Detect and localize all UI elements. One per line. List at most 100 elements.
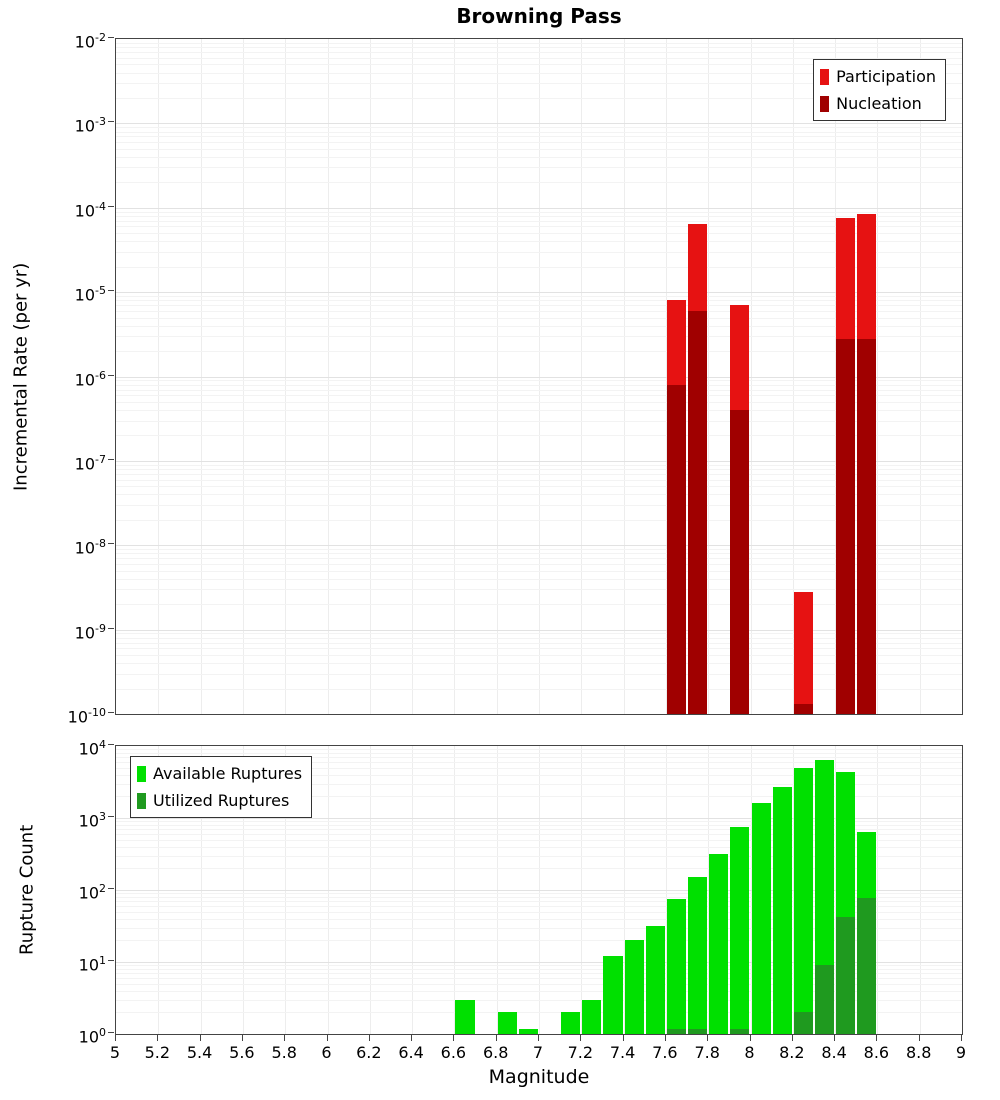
rate-y-axis-label: Incremental Rate (per yr) [10, 262, 32, 491]
gridline [116, 774, 962, 776]
gridline [116, 127, 962, 129]
y-tick-label: 102 [78, 882, 106, 903]
bar-utilized-ruptures [666, 1029, 687, 1034]
gridline [116, 767, 962, 769]
x-axis-label: Magnitude [488, 1066, 590, 1088]
gridline [116, 317, 962, 319]
gridline [116, 663, 962, 665]
bar-available-ruptures [709, 853, 729, 1034]
x-tick-mark [834, 1035, 836, 1041]
gridline [116, 749, 962, 751]
gridline [116, 829, 962, 831]
gridline [116, 142, 962, 144]
gridline [116, 305, 962, 307]
gridline [116, 796, 962, 798]
x-tick-label: 8 [744, 1043, 755, 1062]
y-tick-label: 104 [78, 738, 106, 759]
gridline [116, 890, 962, 891]
gridline [116, 977, 962, 979]
x-tick-mark [241, 1035, 243, 1041]
gridline [116, 629, 962, 631]
y-tick-mark [108, 960, 114, 961]
gridline [116, 905, 962, 907]
x-tick-mark [707, 1035, 709, 1041]
gridline [116, 233, 962, 235]
gridline [116, 460, 962, 462]
gridline [116, 1012, 962, 1014]
y-tick-label: 10-6 [74, 368, 106, 389]
bar-available-ruptures [772, 786, 792, 1034]
gridline [116, 673, 962, 675]
y-tick-mark [108, 290, 114, 292]
gridline [116, 226, 962, 228]
gridline [116, 156, 962, 158]
y-tick-mark [108, 744, 114, 745]
y-tick-mark [108, 374, 114, 376]
bar-nucleation [666, 384, 687, 714]
x-tick-label: 5 [109, 1043, 121, 1062]
gridline [116, 655, 962, 657]
y-tick-mark [108, 816, 114, 817]
gridline [116, 376, 962, 378]
gridline [116, 389, 962, 391]
y-tick-label: 10-10 [67, 706, 106, 727]
gridline [116, 965, 962, 967]
gridline [116, 300, 962, 302]
gridline [116, 688, 962, 690]
gridline [116, 464, 962, 466]
gridline [116, 604, 962, 606]
bar-nucleation [793, 704, 813, 714]
gridline [116, 549, 962, 551]
gridline [116, 167, 962, 169]
chart-title: Browning Pass [456, 4, 622, 28]
gridline [116, 553, 962, 555]
gridline [116, 855, 962, 857]
x-tick-mark [664, 1035, 666, 1041]
gridline [116, 310, 962, 312]
gridline [116, 486, 962, 488]
legend-label-available-ruptures: Available Ruptures [153, 764, 303, 783]
gridline [116, 818, 962, 819]
gridline [116, 999, 962, 1001]
bar-nucleation [836, 338, 856, 714]
gridline [116, 637, 962, 639]
x-tick-mark [622, 1035, 624, 1041]
gridline [116, 868, 962, 870]
gridline [116, 545, 962, 547]
gridline [116, 558, 962, 560]
x-tick-mark [495, 1035, 497, 1041]
x-tick-mark [199, 1035, 201, 1041]
gridline [116, 64, 962, 66]
gridline [116, 962, 962, 963]
gridline [116, 473, 962, 475]
y-tick-label: 10-7 [74, 452, 106, 474]
gridline [116, 380, 962, 382]
gridline [116, 821, 962, 823]
x-tick-label: 6 [321, 1043, 332, 1062]
x-tick-mark [749, 1035, 751, 1041]
x-tick-label: 8.2 [779, 1043, 805, 1062]
bar-available-ruptures [688, 877, 708, 1034]
y-tick-mark [108, 627, 114, 629]
bar-utilized-ruptures [857, 897, 877, 1034]
gridline [116, 241, 962, 243]
gridline [116, 570, 962, 572]
x-tick-label: 5.6 [229, 1043, 255, 1062]
legend-item-utilized-ruptures: Utilized Ruptures [137, 787, 302, 814]
bar-utilized-ruptures [814, 965, 835, 1034]
bar-available-ruptures [793, 767, 813, 1034]
x-tick-mark [368, 1035, 370, 1041]
gridline [116, 940, 962, 942]
gridline [116, 519, 962, 521]
gridline [116, 148, 962, 150]
x-tick-mark [115, 1035, 116, 1041]
y-tick-label: 103 [78, 810, 106, 831]
bar-utilized-ruptures [793, 1012, 813, 1034]
gridline [116, 648, 962, 650]
gridline [116, 633, 962, 635]
gridline [116, 893, 962, 895]
gridline [116, 761, 962, 763]
x-tick-mark [580, 1035, 582, 1041]
gridline [116, 292, 962, 294]
y-tick-mark [108, 37, 114, 38]
